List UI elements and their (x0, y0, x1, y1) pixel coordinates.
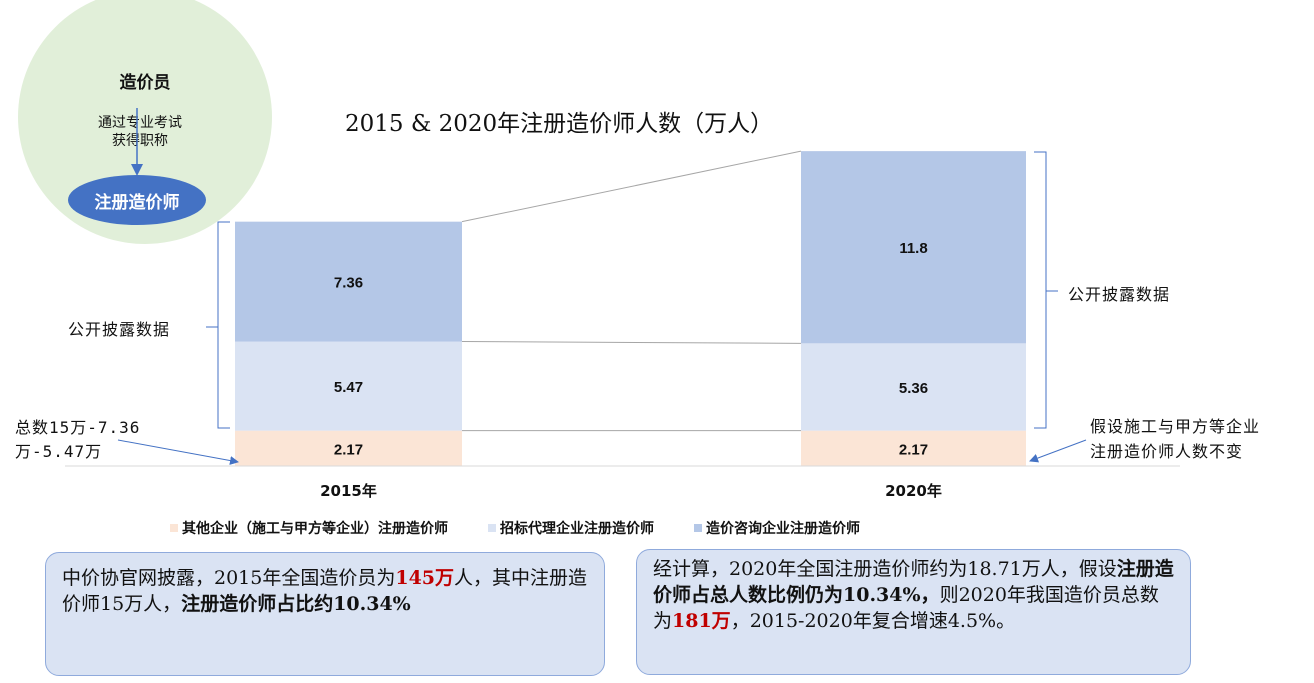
callout-2015-text2: 人，其中注册造价师15万人， (62, 567, 588, 615)
data-labels-layer: 2.17 5.47 7.36 2.17 5.36 11.8 (334, 240, 928, 458)
left-note-line1: 总数15万-7.36 (15, 418, 141, 437)
circle-title: 造价员 (119, 73, 171, 93)
left-note-line2: 万-5.47万 (15, 442, 103, 461)
callout-2015: 中价协官网披露，2015年全国造价员为145万人，其中注册造价师15万人，注册造… (45, 552, 605, 676)
left-note: 总数15万-7.36 万-5.47万 (15, 416, 140, 464)
legend-item-other: 其他企业（施工与甲方等企业）注册造价师 (170, 518, 448, 538)
callout-2020-text1: 经计算，2020年全国注册造价师约为18.71万人，假设 (653, 558, 1117, 580)
legend-label-bidding: 招标代理企业注册造价师 (500, 521, 654, 537)
bar-2015-series-2 (235, 221, 462, 342)
data-label-2020-series-1: 5.36 (899, 380, 928, 397)
legend-item-bidding: 招标代理企业注册造价师 (488, 518, 654, 538)
right-note-arrow (1029, 439, 1087, 463)
legend-item-consulting: 造价咨询企业注册造价师 (694, 518, 860, 538)
callout-2015-text1: 中价协官网披露，2015年全国造价员为 (62, 567, 396, 589)
left-bracket (217, 221, 230, 429)
connector-middle (461, 341, 802, 344)
data-label-2015-series-1: 5.47 (334, 379, 363, 396)
circle-note: 通过专业考试 获得职称 (75, 114, 205, 150)
legend-label-consulting: 造价咨询企业注册造价师 (706, 521, 860, 537)
right-note: 假设施工与甲方等企业 注册造价师人数不变 (1090, 414, 1260, 464)
data-label-2015-series-2: 7.36 (334, 275, 363, 292)
bars-layer (235, 150, 1026, 466)
right-bracket (1034, 151, 1047, 429)
data-label-2015-series-0: 2.17 (334, 441, 363, 458)
circle-note-line2: 获得职称 (112, 133, 168, 149)
callout-2020: 经计算，2020年全国注册造价师约为18.71万人，假设注册造价师占总人数比例仍… (636, 549, 1191, 675)
stacked-bar-chart: 2.17 5.47 7.36 2.17 5.36 11.8 (65, 150, 1180, 467)
legend-label-other: 其他企业（施工与甲方等企业）注册造价师 (182, 521, 448, 537)
legend-swatch-bidding (488, 524, 496, 532)
right-note-line2: 注册造价师人数不变 (1090, 442, 1244, 461)
callout-2020-text2: 则2020年我国造价员总数为 (653, 584, 1159, 632)
data-label-2020-series-2: 11.8 (899, 240, 927, 257)
circle-note-line1: 通过专业考试 (98, 115, 182, 131)
legend-swatch-other (170, 524, 178, 532)
callout-2015-ratio: 注册造价师占比约10.34% (181, 593, 411, 615)
chart-title: 2015 & 2020年注册造价师人数（万人） (345, 111, 774, 137)
circle-arrow (131, 108, 143, 176)
bar-2015-series-0 (235, 430, 462, 466)
chart-legend: 其他企业（施工与甲方等企业）注册造价师 招标代理企业注册造价师 造价咨询企业注册… (170, 518, 1170, 538)
bar-2020-series-2 (801, 151, 1026, 344)
legend-swatch-consulting (694, 524, 702, 532)
bar-2020-series-1 (801, 343, 1026, 431)
callout-2020-text3: ，2015-2020年复合增速4.5%。 (730, 610, 1016, 632)
connector-top (461, 150, 802, 223)
left-bracket-label: 公开披露数据 (68, 320, 171, 339)
right-note-line1: 假设施工与甲方等企业 (1090, 417, 1261, 436)
callout-2020-assumption: 注册造价师占总人数比例仍为10.34%， (653, 558, 1174, 606)
category-label-2020: 2020年 (885, 482, 942, 500)
left-note-arrow (117, 439, 239, 465)
category-label-2015: 2015年 (320, 482, 377, 500)
registered-cost-engineer-pill: 注册造价师 (68, 175, 206, 225)
data-label-2020-series-0: 2.17 (899, 441, 928, 458)
right-bracket-label: 公开披露数据 (1068, 285, 1171, 304)
bar-2020-series-0 (801, 430, 1026, 466)
callout-2015-total: 145万 (395, 567, 455, 589)
bar-2015-series-1 (235, 341, 462, 431)
callout-2020-total: 181万 (672, 610, 731, 632)
